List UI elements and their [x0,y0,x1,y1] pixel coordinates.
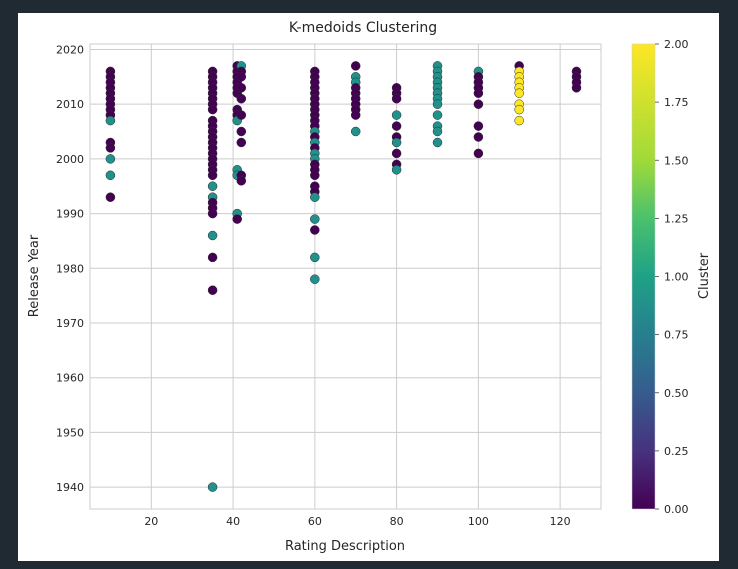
x-tick-label-1: 40 [226,515,240,528]
point-cluster-0-60 [236,93,247,104]
point-cluster-1-89 [310,214,320,224]
x-tick-labels: 20 40 60 80 100 120 [144,515,570,528]
point-cluster-0-85 [310,170,320,181]
point-cluster-0-132 [473,132,484,142]
point-cluster-0-59 [236,83,247,93]
point-cluster-1-88 [310,192,320,202]
point-cluster-0-40 [207,252,218,263]
point-cluster-0-133 [473,148,484,159]
point-cluster-0-131 [473,121,484,131]
colorbar-tick-labels: 0.00 0.25 0.50 0.75 1.00 1.25 1.50 1.75 2.00 [655,38,689,516]
point-cluster-0-93 [350,61,361,71]
point-cluster-0-22 [207,104,218,115]
point-cluster-1-102 [350,126,361,137]
x-tick-label-4: 100 [468,515,489,528]
x-tick-label-0: 20 [144,515,158,528]
x-tick-label-2: 60 [308,515,322,528]
colorbar-tick-label-6: 1.50 [664,154,689,167]
x-tick-label-5: 120 [550,515,571,528]
y-tick-label-8: 2020 [56,43,84,56]
point-cluster-1-13 [105,170,116,181]
colorbar-tick-label-2: 0.50 [664,387,689,400]
point-cluster-0-33 [207,170,218,181]
point-cluster-0-41 [207,285,218,295]
colorbar-tick-label-0: 0.00 [664,503,689,516]
point-cluster-0-105 [391,93,402,104]
point-cluster-0-55 [232,214,242,224]
colorbar-tick-label-7: 1.75 [664,96,689,109]
point-cluster-1-124 [432,137,443,148]
point-cluster-0-14 [105,192,116,202]
point-cluster-2-141 [514,104,524,115]
point-cluster-1-42 [207,482,218,492]
point-cluster-0-90 [310,225,320,235]
y-tick-label-6: 2000 [56,153,84,166]
plot-area-frame [89,43,602,510]
colorbar-tick-label-1: 0.25 [664,445,689,458]
colorbar-label: Cluster [697,252,712,299]
y-tick-label-0: 1940 [56,481,84,494]
point-cluster-0-107 [391,121,402,131]
x-tick-label-3: 80 [390,515,404,528]
grid [90,44,601,509]
point-cluster-0-11 [105,143,116,153]
colorbar-tick-label-3: 0.75 [664,329,689,342]
point-cluster-1-112 [391,165,402,175]
y-tick-label-7: 2010 [56,98,84,111]
point-cluster-1-109 [391,137,402,148]
colorbar-tick-label-5: 1.25 [664,212,689,225]
point-cluster-1-92 [310,274,320,284]
data-points [105,61,582,492]
point-cluster-1-120 [432,99,443,109]
point-cluster-1-123 [432,126,443,137]
point-cluster-1-12 [105,154,116,164]
y-tick-label-1: 1950 [56,426,84,439]
point-cluster-0-101 [350,110,361,120]
y-tick-label-2: 1960 [56,372,84,385]
point-cluster-1-9 [105,115,116,126]
point-cluster-2-139 [514,88,524,98]
point-cluster-0-63 [236,137,247,148]
point-cluster-0-58 [236,72,247,82]
point-cluster-0-110 [391,148,402,159]
point-cluster-0-38 [207,208,218,219]
y-axis-label: Release Year [27,234,42,317]
colorbar [631,43,656,510]
y-tick-label-4: 1980 [56,262,84,275]
x-axis-label: Rating Description [285,539,405,554]
point-cluster-2-142 [514,115,524,126]
chart-title: K-medoids Clustering [289,20,437,36]
point-cluster-0-61 [236,110,247,120]
point-cluster-0-146 [571,83,582,93]
scatter-chart: K-medoids Clustering 20 40 60 80 100 120 1940… [27,20,712,554]
point-cluster-1-121 [432,110,443,120]
point-cluster-1-39 [207,230,218,241]
point-cluster-1-106 [391,110,402,120]
point-cluster-0-129 [473,88,484,98]
point-cluster-0-65 [236,176,247,186]
y-tick-label-5: 1990 [56,208,84,221]
y-tick-labels: 1940 1950 1960 1970 1980 1990 2000 2010 2020 [56,43,84,494]
colorbar-tick-label-8: 2.00 [664,38,689,51]
colorbar-tick-label-4: 1.00 [664,271,689,284]
point-cluster-0-130 [473,99,484,109]
point-cluster-0-62 [236,126,247,137]
point-cluster-1-91 [310,252,320,263]
y-tick-label-3: 1970 [56,317,84,330]
figure: K-medoids Clustering 20 40 60 80 100 120 1940… [18,13,719,561]
point-cluster-1-34 [207,181,218,191]
